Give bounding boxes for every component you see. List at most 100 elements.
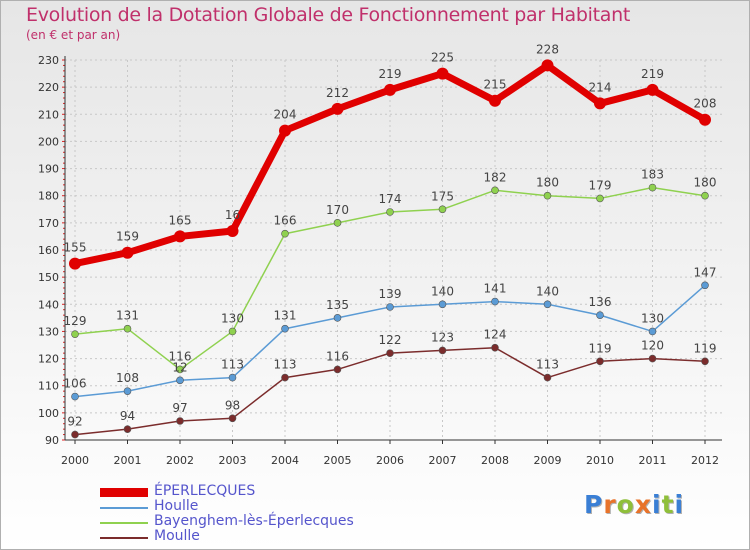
data-point-moulle <box>648 354 657 363</box>
data-point-houlle <box>71 392 79 401</box>
value-label-bayenghem: 180 <box>694 176 717 190</box>
chart-title: Evolution de la Dotation Globale de Fonc… <box>26 4 631 26</box>
data-point-bayenghem <box>543 191 552 200</box>
logo-letter: x <box>634 490 652 519</box>
value-label-bayenghem: 183 <box>641 168 664 182</box>
value-label-houlle: 140 <box>431 284 454 298</box>
value-label-eperlecques: 16 <box>225 208 240 222</box>
value-label-houlle: 140 <box>536 284 559 298</box>
value-label-houlle: 147 <box>694 265 717 279</box>
x-tick-label: 2004 <box>271 454 299 467</box>
y-tick-label: 110 <box>38 380 59 393</box>
logo-letter: i <box>652 490 662 519</box>
series-layer <box>69 59 711 439</box>
data-point-bayenghem <box>596 194 604 203</box>
value-label-eperlecques: 219 <box>641 67 664 81</box>
data-point-bayenghem <box>176 365 184 374</box>
y-tick-label: 130 <box>38 325 59 338</box>
value-label-moulle: 113 <box>536 358 559 372</box>
value-label-eperlecques: 212 <box>326 86 349 100</box>
value-label-houlle: 12 <box>172 360 187 374</box>
data-point-moulle <box>543 373 552 382</box>
x-tick-label: 2003 <box>219 454 247 467</box>
data-point-bayenghem <box>281 229 289 238</box>
y-tick-label: 230 <box>38 54 59 67</box>
value-label-moulle: 92 <box>67 415 82 429</box>
data-point-houlle <box>648 327 657 336</box>
value-label-moulle: 122 <box>379 333 402 347</box>
data-point-bayenghem <box>123 324 132 333</box>
data-point-eperlecques <box>226 225 239 237</box>
data-point-eperlecques <box>436 67 449 80</box>
value-label-bayenghem: 130 <box>221 311 244 325</box>
value-label-bayenghem: 131 <box>116 309 139 323</box>
data-point-moulle <box>123 425 132 433</box>
data-point-houlle <box>386 303 394 311</box>
value-label-eperlecques: 159 <box>116 230 139 244</box>
value-label-eperlecques: 225 <box>431 51 454 65</box>
value-label-eperlecques: 155 <box>64 241 87 255</box>
data-point-houlle <box>491 297 499 306</box>
value-label-eperlecques: 215 <box>484 78 507 92</box>
value-label-bayenghem: 170 <box>326 203 349 217</box>
x-tick-label: 2001 <box>114 454 142 467</box>
value-label-houlle: 113 <box>221 358 244 372</box>
data-point-houlle <box>176 376 184 385</box>
data-point-bayenghem <box>701 191 709 200</box>
legend-swatch-houlle <box>100 507 148 509</box>
legend-label-houlle: Houlle <box>154 498 199 514</box>
value-label-houlle: 136 <box>589 295 612 309</box>
x-tick-label: 2008 <box>481 454 509 467</box>
data-point-houlle <box>596 311 604 319</box>
value-label-bayenghem: 182 <box>484 170 507 184</box>
data-point-houlle <box>123 387 132 395</box>
legend-swatch-moulle <box>100 537 148 539</box>
value-label-eperlecques: 165 <box>169 213 192 227</box>
value-label-houlle: 139 <box>379 287 402 301</box>
x-tick-label: 2011 <box>639 454 667 467</box>
value-label-layer: 92 94 97 98 113 116 122 123 124 113 119 120 119 129 13… <box>64 42 717 428</box>
value-label-bayenghem: 175 <box>431 189 454 203</box>
data-point-bayenghem <box>648 183 657 192</box>
value-label-moulle: 94 <box>120 409 135 423</box>
legend-swatch-eperlecques <box>100 488 148 497</box>
data-point-moulle <box>228 414 237 423</box>
x-tick-label: 2005 <box>324 454 352 467</box>
y-tick-label: 190 <box>38 163 59 176</box>
value-label-houlle: 141 <box>484 282 507 296</box>
x-tick-label: 2002 <box>166 454 194 467</box>
value-label-eperlecques: 219 <box>379 67 402 81</box>
x-tick-label: 2012 <box>691 454 719 467</box>
y-tick-label: 170 <box>38 217 59 230</box>
data-point-bayenghem <box>333 219 342 227</box>
data-point-eperlecques <box>69 257 81 270</box>
data-point-eperlecques <box>541 59 554 72</box>
legend-label-moulle: Moulle <box>154 528 200 544</box>
data-point-bayenghem <box>491 186 499 195</box>
value-label-bayenghem: 179 <box>589 178 612 192</box>
data-point-bayenghem <box>71 330 79 338</box>
value-label-moulle: 119 <box>589 341 612 355</box>
data-point-eperlecques <box>699 113 711 126</box>
value-label-houlle: 131 <box>274 309 297 323</box>
value-label-moulle: 116 <box>326 349 349 363</box>
value-label-bayenghem: 174 <box>379 192 402 206</box>
value-label-bayenghem: 166 <box>274 214 297 228</box>
value-label-eperlecques: 228 <box>536 42 559 56</box>
y-tick-label: 200 <box>38 135 59 148</box>
y-tick-label: 100 <box>38 407 59 420</box>
data-point-bayenghem <box>438 205 447 214</box>
data-point-eperlecques <box>174 230 186 243</box>
data-point-houlle <box>543 300 552 309</box>
logo-letter: t <box>661 490 675 519</box>
y-tick-label: 90 <box>45 434 59 447</box>
value-label-moulle: 124 <box>484 328 507 342</box>
value-label-houlle: 130 <box>641 311 664 325</box>
y-tick-label: 210 <box>38 108 59 121</box>
y-tick-label: 160 <box>38 244 59 257</box>
x-tick-label: 2007 <box>429 454 457 467</box>
value-label-houlle: 106 <box>64 377 87 391</box>
data-point-moulle <box>71 430 79 439</box>
x-tick-label: 2010 <box>586 454 614 467</box>
